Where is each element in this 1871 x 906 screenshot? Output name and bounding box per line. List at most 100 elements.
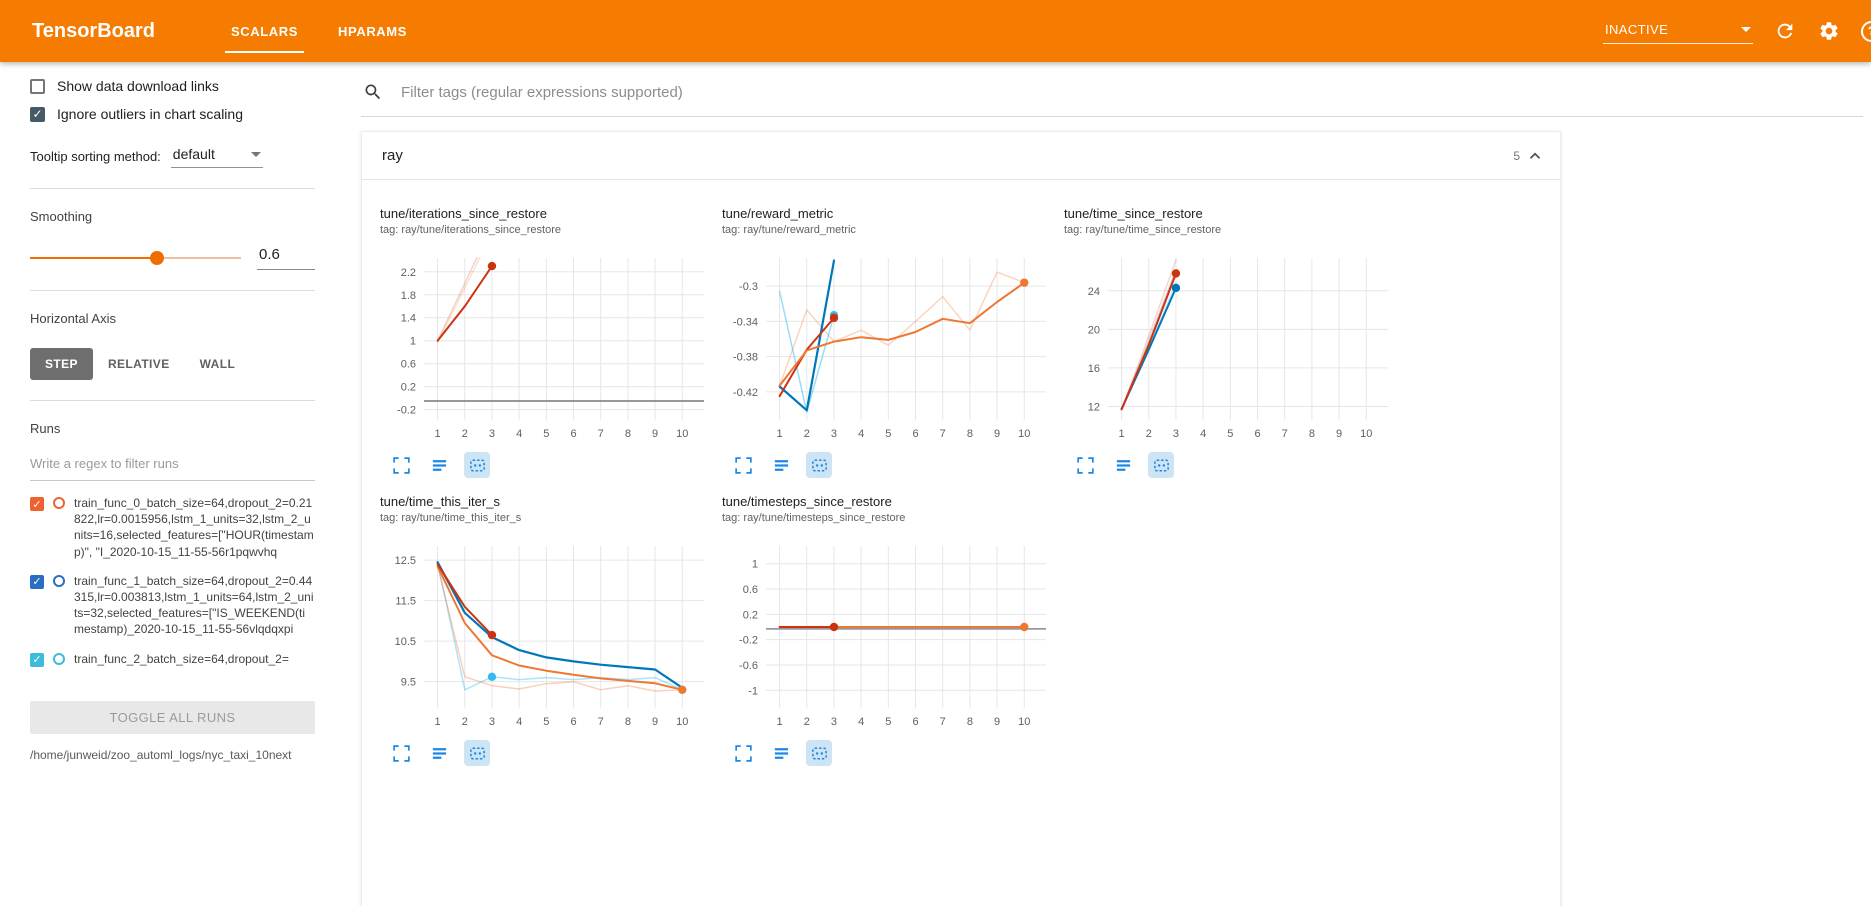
axis-button-relative[interactable]: RELATIVE [93, 348, 185, 380]
smoothing-row: 0.6 [30, 246, 315, 270]
expand-chart-icon[interactable] [730, 740, 756, 766]
svg-text:2: 2 [462, 428, 468, 440]
expand-chart-icon[interactable] [388, 452, 414, 478]
svg-text:2: 2 [804, 716, 810, 728]
runs-menu-icon[interactable] [1110, 452, 1136, 478]
svg-text:5: 5 [543, 716, 549, 728]
svg-text:0.2: 0.2 [743, 609, 758, 621]
svg-text:8: 8 [625, 428, 631, 440]
tag-filter-input[interactable] [399, 82, 1863, 102]
help-icon[interactable]: ? [1861, 20, 1871, 42]
svg-text:-0.42: -0.42 [733, 387, 758, 399]
chart-tag: tag: ray/tune/reward_metric [722, 224, 856, 236]
chart-tag: tag: ray/tune/iterations_since_restore [380, 224, 561, 236]
chart-plot[interactable]: -0.3 -0.34 -0.38 -0.42 1 2 3 4 5 6 7 8 9 10 [722, 248, 1052, 446]
run-radio-button[interactable] [53, 574, 65, 587]
svg-text:9: 9 [994, 716, 1000, 728]
charts-grid: tune/iterations_since_restore tag: ray/t… [362, 180, 1560, 782]
ignore-outliers-checkbox[interactable] [30, 106, 45, 122]
runs-menu-icon[interactable] [426, 740, 452, 766]
ignore-outliers-row[interactable]: Ignore outliers in chart scaling [30, 106, 315, 122]
main-content: ray 5 tune/iterations_since_restore tag:… [345, 62, 1871, 906]
runs-menu-icon[interactable] [768, 740, 794, 766]
svg-text:-0.38: -0.38 [733, 352, 758, 364]
app-title: TensorBoard [32, 19, 155, 42]
svg-text:4: 4 [858, 428, 864, 440]
svg-text:3: 3 [831, 428, 837, 440]
axis-button-wall[interactable]: WALL [185, 348, 251, 380]
svg-text:0.2: 0.2 [401, 382, 416, 394]
fit-domain-icon[interactable] [1148, 452, 1174, 478]
axis-button-step[interactable]: STEP [30, 348, 93, 380]
run-row[interactable]: ✓ train_func_0_batch_size=64,dropout_2=0… [30, 495, 315, 560]
run-checkbox[interactable]: ✓ [30, 652, 44, 667]
svg-text:-1: -1 [748, 685, 758, 697]
chart-title: tune/reward_metric [722, 206, 834, 221]
chart-card: tune/time_this_iter_s tag: ray/tune/time… [380, 494, 722, 766]
svg-text:0.6: 0.6 [743, 584, 758, 596]
refresh-icon[interactable] [1773, 19, 1797, 43]
runs-menu-icon[interactable] [426, 452, 452, 478]
chart-title: tune/iterations_since_restore [380, 206, 547, 221]
run-label: train_func_1_batch_size=64,dropout_2=0.4… [74, 573, 314, 637]
svg-text:1: 1 [435, 716, 441, 728]
show-download-checkbox[interactable] [30, 78, 45, 94]
tooltip-sorting-row: Tooltip sorting method: default [30, 144, 315, 168]
page-content: Show data download links Ignore outliers… [0, 62, 1871, 906]
fit-domain-icon[interactable] [806, 452, 832, 478]
svg-text:7: 7 [940, 716, 946, 728]
svg-text:2: 2 [462, 716, 468, 728]
svg-text:0.6: 0.6 [401, 359, 416, 371]
runs-menu-icon[interactable] [768, 452, 794, 478]
smoothing-slider-track[interactable] [30, 251, 241, 265]
svg-text:3: 3 [489, 428, 495, 440]
svg-text:-0.34: -0.34 [733, 316, 758, 328]
tab-hparams[interactable]: HPARAMS [338, 23, 407, 39]
expand-chart-icon[interactable] [388, 740, 414, 766]
svg-text:9: 9 [652, 428, 658, 440]
tooltip-sorting-label: Tooltip sorting method: [30, 148, 161, 164]
tag-group-header[interactable]: ray 5 [362, 132, 1560, 180]
fit-domain-icon[interactable] [806, 740, 832, 766]
svg-text:6: 6 [570, 716, 576, 728]
svg-text:2: 2 [804, 428, 810, 440]
smoothing-value[interactable]: 0.6 [257, 246, 315, 270]
svg-text:-0.6: -0.6 [739, 660, 758, 672]
run-checkbox[interactable]: ✓ [30, 574, 44, 589]
show-download-row[interactable]: Show data download links [30, 78, 315, 94]
svg-text:10: 10 [1360, 428, 1372, 440]
horizontal-axis-label: Horizontal Axis [30, 311, 116, 326]
svg-text:7: 7 [940, 428, 946, 440]
status-dropdown[interactable]: INACTIVE [1603, 19, 1753, 44]
chart-plot[interactable]: 1 0.6 0.2 -0.2 -0.6 -1 1 2 3 4 5 6 7 8 9 10 [722, 536, 1052, 734]
runs-filter-input[interactable] [30, 452, 315, 481]
svg-text:1.4: 1.4 [401, 313, 416, 325]
chart-actions [1072, 452, 1406, 478]
toggle-all-runs-button[interactable]: TOGGLE ALL RUNS [30, 701, 315, 734]
tooltip-sorting-dropdown[interactable]: default [170, 144, 263, 168]
settings-gear-icon[interactable] [1817, 19, 1841, 43]
chart-title: tune/time_this_iter_s [380, 494, 500, 509]
chart-plot[interactable]: 2.2 1.8 1.4 1 0.6 0.2 -0.2 1 2 3 4 5 6 7 8 9 10 [380, 248, 710, 446]
run-row[interactable]: ✓ train_func_2_batch_size=64,dropout_2= [30, 651, 315, 667]
expand-chart-icon[interactable] [730, 452, 756, 478]
svg-text:20: 20 [1088, 324, 1100, 336]
tab-scalars[interactable]: SCALARS [211, 0, 318, 62]
run-checkbox[interactable]: ✓ [30, 497, 44, 511]
fit-domain-icon[interactable] [464, 740, 490, 766]
expand-chart-icon[interactable] [1072, 452, 1098, 478]
ignore-outliers-label: Ignore outliers in chart scaling [57, 106, 243, 122]
tooltip-sorting-value: default [172, 146, 215, 162]
run-radio-button[interactable] [53, 652, 65, 665]
fit-domain-icon[interactable] [464, 452, 490, 478]
run-row[interactable]: ✓ train_func_1_batch_size=64,dropout_2=0… [30, 573, 315, 638]
svg-text:3: 3 [1173, 428, 1179, 440]
collapse-group-icon[interactable] [1522, 143, 1548, 169]
svg-text:10: 10 [676, 428, 688, 440]
runs-list: ✓ train_func_0_batch_size=64,dropout_2=0… [30, 495, 315, 703]
smoothing-slider-thumb[interactable] [149, 251, 164, 265]
chart-plot[interactable]: 12.5 11.5 10.5 9.5 1 2 3 4 5 6 7 8 9 10 [380, 536, 710, 734]
run-radio-button[interactable] [53, 497, 65, 509]
svg-text:2: 2 [1146, 428, 1152, 440]
